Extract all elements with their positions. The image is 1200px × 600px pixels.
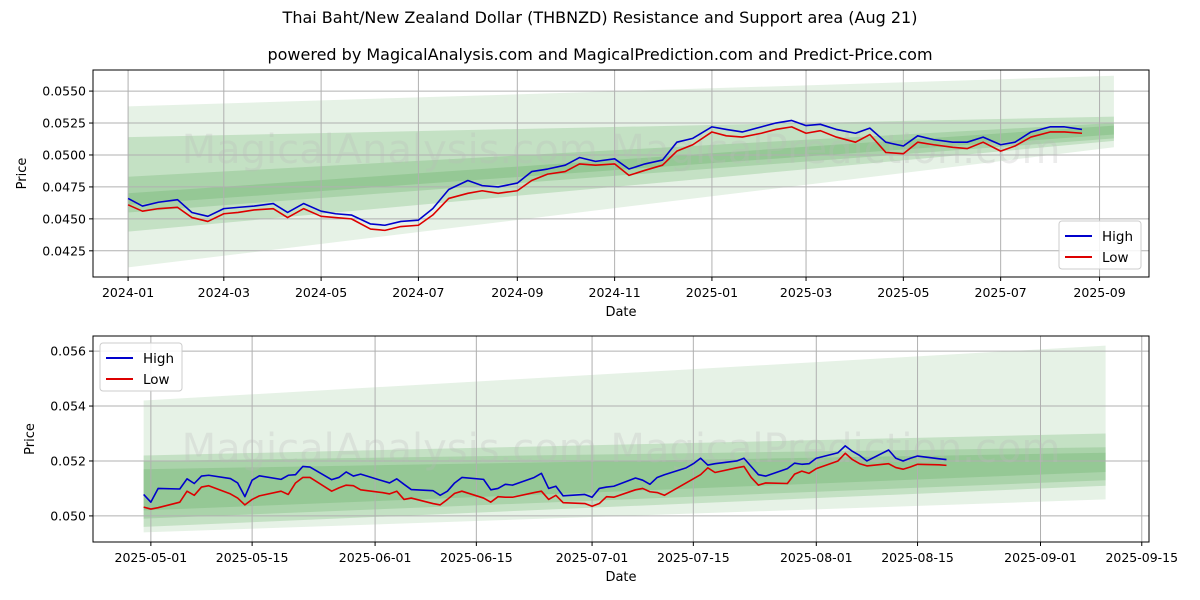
legend-entry-label: High bbox=[143, 351, 174, 367]
legend: High Low bbox=[1058, 220, 1142, 270]
plot-area: MagicalAnalysis.com MagicalPrediction.co… bbox=[93, 336, 1149, 542]
x-tick-label: 2024-07 bbox=[392, 285, 444, 300]
y-tick-label: 0.0450 bbox=[42, 211, 86, 226]
y-tick-label: 0.0475 bbox=[42, 179, 86, 194]
x-axis-label: Date bbox=[605, 305, 636, 320]
y-tick-label: 0.054 bbox=[50, 399, 86, 414]
x-tick-label: 2025-09-15 bbox=[1105, 550, 1178, 565]
bottom-chart-panel: MagicalAnalysis.com MagicalPrediction.co… bbox=[23, 335, 1178, 585]
x-tick-label: 2025-06-01 bbox=[339, 550, 412, 565]
resistance-support-band bbox=[128, 75, 1114, 268]
y-tick-label: 0.0500 bbox=[42, 147, 86, 162]
x-axis-label: Date bbox=[605, 570, 636, 585]
resistance-support-band bbox=[143, 345, 1106, 533]
x-tick-label: 2025-07-01 bbox=[556, 550, 629, 565]
y-axis-label: Price bbox=[15, 158, 30, 190]
low-series-line bbox=[143, 452, 947, 510]
x-tick-label: 2024-05 bbox=[295, 285, 347, 300]
y-tick-label: 0.052 bbox=[50, 453, 86, 468]
axes-frame bbox=[92, 335, 1150, 543]
legend-entry-label: Low bbox=[143, 372, 170, 388]
y-tick-label: 0.0550 bbox=[42, 84, 86, 99]
x-tick-label: 2025-06-15 bbox=[440, 550, 513, 565]
high-series-line bbox=[127, 119, 1083, 227]
y-tick-label: 0.056 bbox=[50, 344, 86, 359]
x-tick-label: 2024-11 bbox=[589, 285, 641, 300]
legend: High Low bbox=[99, 342, 183, 392]
top-chart-panel: MagicalAnalysis.com MagicalPrediction.co… bbox=[15, 69, 1150, 320]
watermark-text: MagicalAnalysis.com MagicalPrediction.co… bbox=[182, 127, 1061, 173]
x-tick-label: 2025-07-15 bbox=[657, 550, 730, 565]
chart-subtitle: powered by MagicalAnalysis.com and Magic… bbox=[267, 45, 933, 64]
x-tick-label: 2025-05-15 bbox=[216, 550, 289, 565]
x-tick-label: 2025-05 bbox=[877, 285, 929, 300]
x-tick-label: 2025-08-15 bbox=[881, 550, 954, 565]
watermark-text: MagicalAnalysis.com MagicalPrediction.co… bbox=[182, 426, 1061, 472]
y-tick-label: 0.0525 bbox=[42, 116, 86, 131]
y-axis-label: Price bbox=[23, 423, 38, 455]
legend-entry-label: Low bbox=[1102, 250, 1129, 266]
x-tick-label: 2025-03 bbox=[780, 285, 832, 300]
x-tick-label: 2024-03 bbox=[198, 285, 250, 300]
y-tick-label: 0.0425 bbox=[42, 243, 86, 258]
resistance-support-band bbox=[143, 433, 1106, 527]
x-tick-label: 2025-08-01 bbox=[780, 550, 853, 565]
legend-entry-label: High bbox=[1102, 229, 1133, 245]
high-series-line bbox=[143, 445, 947, 503]
x-tick-label: 2024-09 bbox=[491, 285, 543, 300]
resistance-support-band bbox=[128, 123, 1114, 213]
resistance-support-band bbox=[128, 116, 1114, 232]
x-tick-label: 2025-01 bbox=[686, 285, 738, 300]
axes-frame bbox=[92, 69, 1150, 278]
x-tick-label: 2025-05-01 bbox=[115, 550, 188, 565]
resistance-support-band bbox=[128, 125, 1114, 205]
plot-area: MagicalAnalysis.com MagicalPrediction.co… bbox=[93, 70, 1149, 277]
x-tick-label: 2025-07 bbox=[975, 285, 1027, 300]
low-series-line bbox=[127, 126, 1083, 232]
y-tick-label: 0.050 bbox=[50, 508, 86, 523]
x-tick-label: 2025-09-01 bbox=[1004, 550, 1077, 565]
x-tick-label: 2025-09 bbox=[1073, 285, 1125, 300]
chart-title: Thai Baht/New Zealand Dollar (THBNZD) Re… bbox=[282, 8, 918, 27]
x-tick-label: 2024-01 bbox=[102, 285, 154, 300]
